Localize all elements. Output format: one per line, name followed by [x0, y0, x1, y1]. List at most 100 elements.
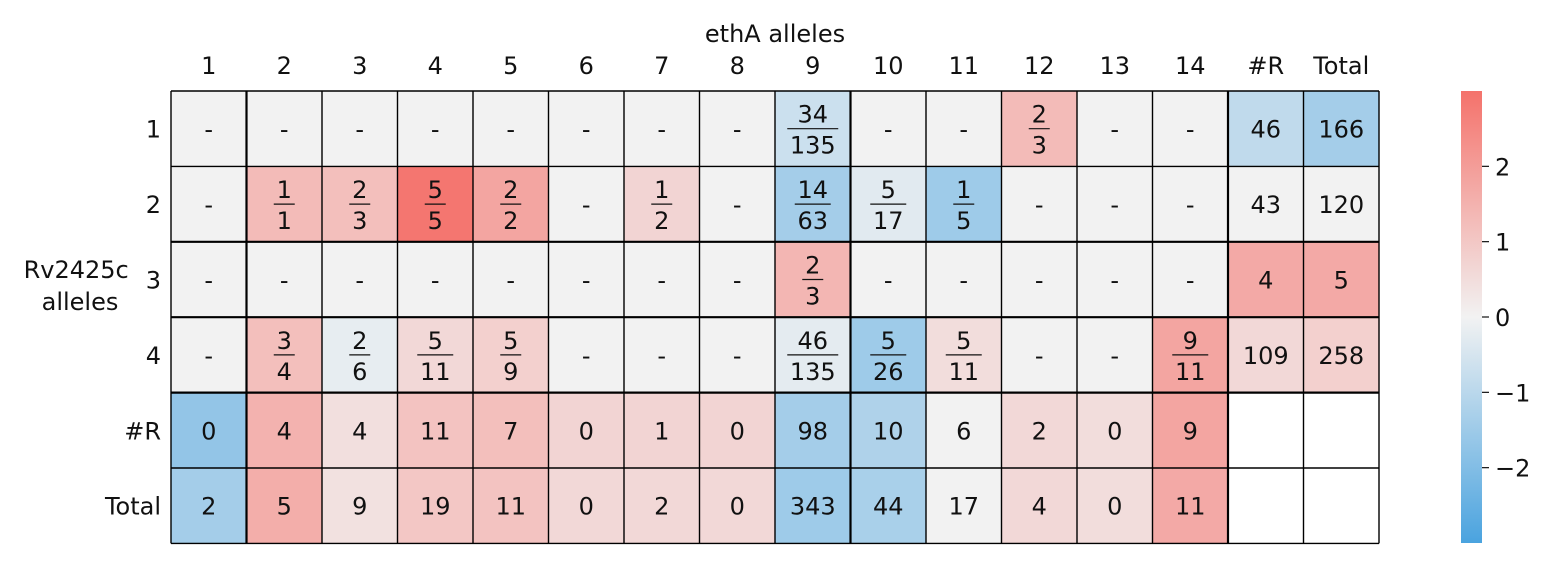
colorbar-tick-label: −1: [1495, 379, 1530, 407]
heatmap-cell: [171, 468, 247, 544]
heatmap-cell: [775, 468, 851, 544]
cell-value: 258: [1318, 342, 1364, 370]
heatmap-cell: [1077, 392, 1153, 468]
cell-value: -: [582, 116, 591, 144]
cell-denominator: 6: [352, 358, 367, 386]
heatmap-cell: [1152, 392, 1228, 468]
cell-value: 166: [1318, 116, 1364, 144]
heatmap-cell: [624, 317, 700, 393]
heatmap-cell: [1077, 91, 1153, 167]
heatmap-cell: [171, 166, 247, 242]
cell-denominator: 5: [956, 207, 971, 235]
heatmap-cell: [1077, 241, 1153, 318]
heatmap-cell: [1152, 468, 1228, 544]
cell-value: -: [1110, 116, 1119, 144]
cell-value: 19: [420, 493, 451, 521]
heatmap-cell: [699, 241, 775, 318]
cell-value: 11: [495, 493, 526, 521]
column-label: 14: [1175, 52, 1206, 80]
cell-denominator: 11: [1175, 358, 1206, 386]
cell-value: 0: [1107, 417, 1122, 445]
heatmap-cell: [1152, 166, 1228, 242]
cell-denominator: 5: [428, 207, 443, 235]
cell-value: -: [431, 267, 440, 295]
row-label: #R: [124, 417, 161, 445]
cell-value: -: [280, 267, 289, 295]
cell-value: -: [884, 116, 893, 144]
column-label: 1: [201, 52, 216, 80]
cell-value: -: [1186, 267, 1195, 295]
cell-value: -: [733, 191, 742, 219]
cell-value: 43: [1250, 191, 1281, 219]
cell-value: -: [1110, 267, 1119, 295]
heatmap-cell: [850, 468, 926, 544]
cell-numerator: 1: [956, 176, 971, 204]
cell-value: 0: [579, 493, 594, 521]
cell-value: -: [204, 191, 213, 219]
cell-value: 7: [503, 417, 518, 445]
heatmap-cell: [624, 392, 700, 468]
cell-value: 109: [1243, 342, 1289, 370]
cell-numerator: 1: [654, 176, 669, 204]
heatmap-cell: [1303, 166, 1379, 242]
chart-title: ethA alleles: [705, 20, 845, 48]
cell-denominator: 9: [503, 358, 518, 386]
cell-denominator: 135: [790, 132, 836, 160]
cell-numerator: 5: [881, 176, 896, 204]
row-label: 3: [146, 267, 161, 295]
heatmap-cell: [397, 241, 473, 318]
heatmap-cell: [246, 468, 322, 544]
cell-numerator: 5: [881, 327, 896, 355]
cell-value: 9: [352, 493, 367, 521]
column-label: 13: [1099, 52, 1130, 80]
cell-value: -: [506, 116, 515, 144]
heatmap-cell: [926, 468, 1002, 544]
cell-value: -: [657, 267, 666, 295]
cell-value: -: [1186, 116, 1195, 144]
heatmap-cell: [1001, 468, 1077, 544]
heatmap-cell: [1001, 166, 1077, 242]
heatmap-cell: [473, 91, 549, 167]
column-label: 4: [428, 52, 443, 80]
cell-numerator: 2: [352, 327, 367, 355]
column-label: 2: [277, 52, 292, 80]
cell-value: 11: [1175, 493, 1206, 521]
cell-value: -: [204, 267, 213, 295]
cell-value: 5: [1334, 267, 1349, 295]
cell-numerator: 34: [797, 101, 828, 129]
heatmap-cell: [548, 91, 624, 167]
heatmap-cell: [548, 317, 624, 393]
heatmap-cell: [850, 91, 926, 167]
cell-denominator: 2: [503, 207, 518, 235]
cell-numerator: 2: [352, 176, 367, 204]
cell-value: -: [959, 267, 968, 295]
cell-value: -: [280, 116, 289, 144]
heatmap-cell: [1077, 468, 1153, 544]
heatmap-cell: [1001, 241, 1077, 318]
cell-value: -: [733, 342, 742, 370]
cell-denominator: 2: [654, 207, 669, 235]
column-label: Total: [1312, 52, 1369, 80]
row-labels: 1 2 3 4 #R Total: [104, 116, 161, 521]
cell-value: -: [355, 116, 364, 144]
heatmap-cell: [1228, 468, 1304, 544]
cell-grid: [170, 90, 1380, 545]
cell-numerator: 9: [1183, 327, 1198, 355]
cell-value: 2: [201, 493, 216, 521]
heatmap-cell: [548, 468, 624, 544]
row-label: Total: [104, 493, 161, 521]
cell-value: 343: [790, 493, 836, 521]
cell-value: 0: [201, 417, 216, 445]
heatmap-cell: [1303, 468, 1379, 544]
cell-denominator: 17: [873, 207, 904, 235]
heatmap-cell: [246, 392, 322, 468]
row-label: 2: [146, 191, 161, 219]
cell-denominator: 3: [352, 207, 367, 235]
heatmap-cell: [322, 241, 398, 318]
cell-value: -: [1035, 267, 1044, 295]
heatmap-cell: [926, 91, 1002, 167]
heatmap-cell: [850, 241, 926, 318]
cell-value: -: [355, 267, 364, 295]
